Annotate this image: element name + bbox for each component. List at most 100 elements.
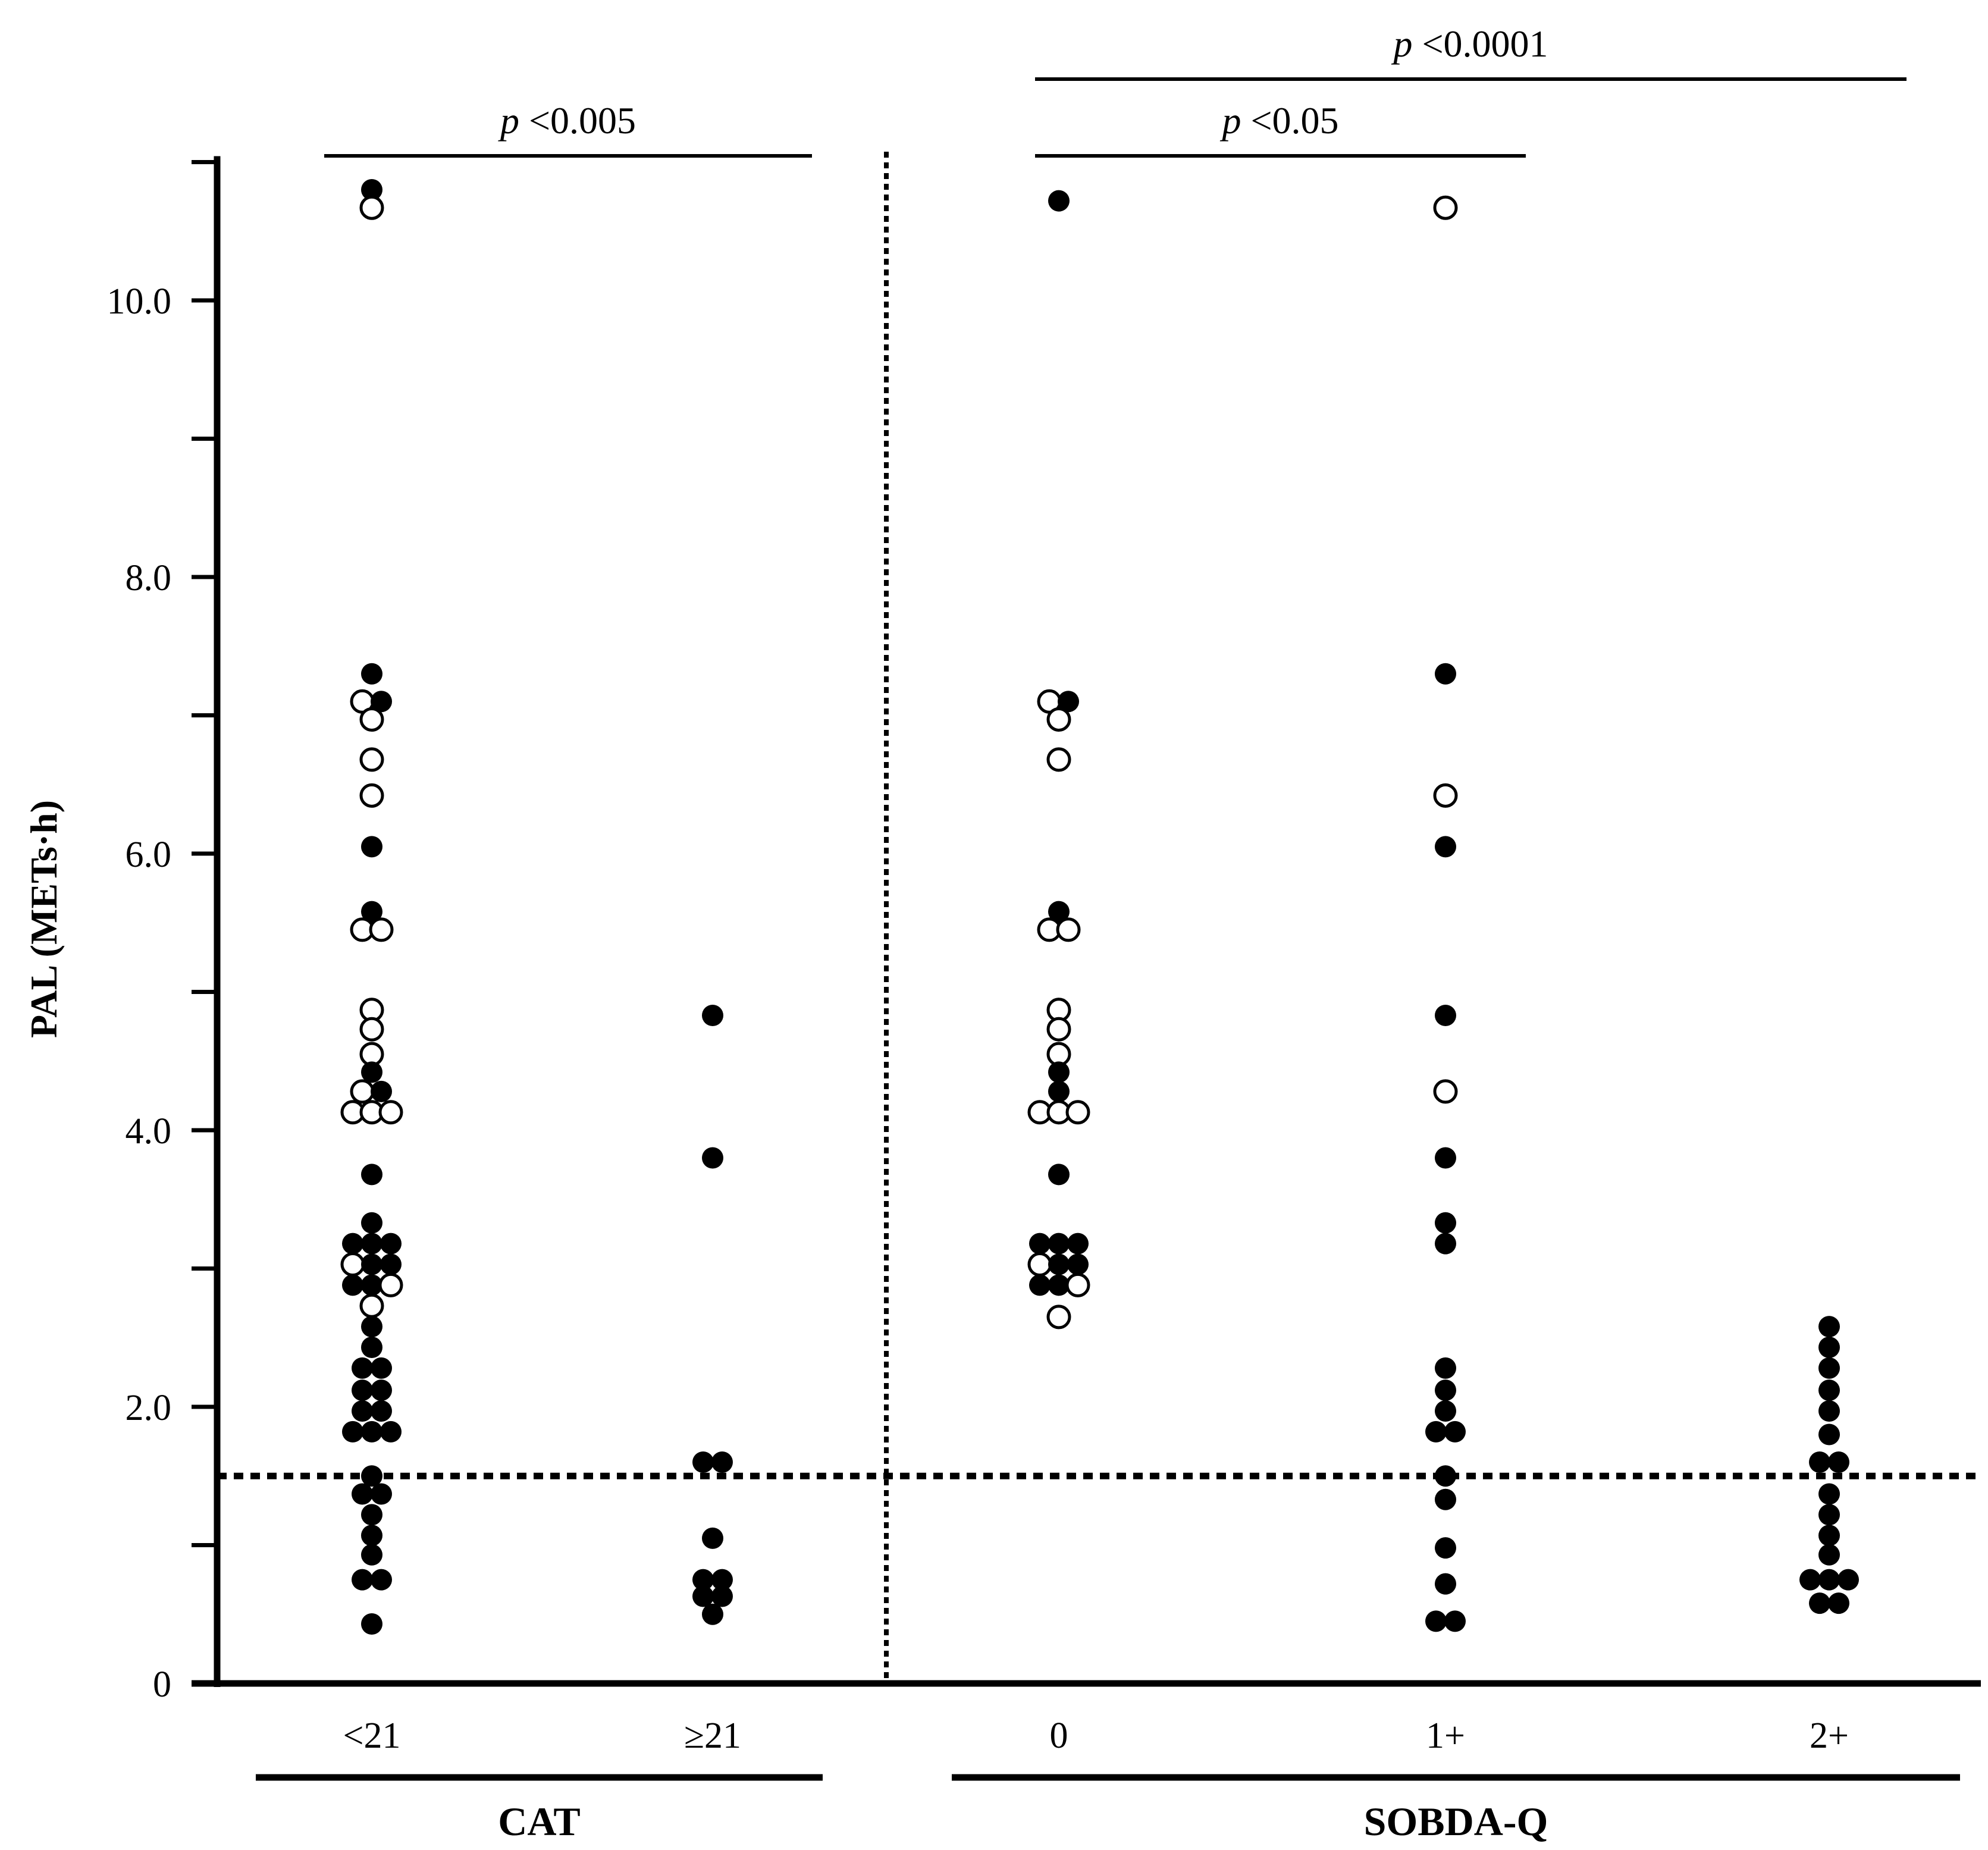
open-point-0 (1056, 917, 1081, 942)
filled-point-1plus (1435, 663, 1456, 685)
filled-point-lt21 (361, 1212, 382, 1234)
filled-point-1plus (1435, 1488, 1456, 1510)
filled-point-ge21 (702, 1005, 723, 1027)
filled-point-2plus (1818, 1569, 1840, 1591)
filled-point-ge21 (711, 1569, 733, 1591)
filled-point-2plus (1818, 1544, 1840, 1566)
filled-point-lt21 (342, 1421, 363, 1443)
x-tick-label-0: 0 (1050, 1716, 1068, 1756)
filled-point-ge21 (692, 1451, 714, 1473)
filled-point-lt21 (361, 1164, 382, 1186)
reference-lines (217, 152, 1981, 1683)
filled-point-2plus (1818, 1525, 1840, 1547)
filled-point-lt21 (352, 1379, 373, 1401)
filled-point-2plus (1809, 1451, 1830, 1473)
y-ticks: 0 2.0 4.0 6.0 8.0 10.0 (107, 160, 217, 1705)
open-point-1plus (1433, 1079, 1458, 1104)
filled-point-1plus (1425, 1610, 1447, 1632)
filled-point-0 (1067, 1253, 1089, 1275)
data-points (340, 179, 1859, 1635)
open-point-lt21 (340, 1252, 365, 1277)
y-tick-label: 2.0 (126, 1388, 172, 1428)
filled-point-lt21 (361, 663, 382, 685)
open-point-1plus (1433, 195, 1458, 220)
y-tick-label: 0 (153, 1664, 171, 1705)
filled-point-lt21 (371, 691, 392, 713)
filled-point-2plus (1818, 1504, 1840, 1526)
filled-point-lt21 (361, 836, 382, 858)
filled-point-lt21 (352, 1357, 373, 1379)
filled-point-lt21 (361, 901, 382, 923)
filled-point-0 (1058, 691, 1079, 713)
axes (192, 156, 1981, 1687)
significance-label: p <0.005 (498, 99, 636, 142)
group-labels: CAT SOBDA-Q (256, 1774, 1960, 1844)
filled-point-lt21 (361, 1544, 382, 1566)
y-tick-label: 10.0 (107, 281, 172, 322)
filled-point-lt21 (361, 1061, 382, 1083)
x-tick-label-lt21: <21 (343, 1716, 401, 1756)
x-tick-label-2plus: 2+ (1810, 1716, 1849, 1756)
filled-point-1plus (1435, 1573, 1456, 1595)
filled-point-0 (1048, 190, 1070, 212)
filled-point-lt21 (352, 1400, 373, 1422)
filled-point-2plus (1809, 1592, 1830, 1614)
filled-point-lt21 (371, 1357, 392, 1379)
open-point-lt21 (378, 1272, 403, 1297)
filled-point-lt21 (361, 1421, 382, 1443)
filled-point-lt21 (380, 1421, 402, 1443)
open-point-0 (1065, 1100, 1090, 1125)
open-point-lt21 (359, 195, 384, 220)
filled-point-lt21 (361, 1525, 382, 1547)
x-tick-label-1plus: 1+ (1426, 1716, 1465, 1756)
filled-point-2plus (1818, 1357, 1840, 1379)
filled-point-2plus (1799, 1569, 1821, 1591)
filled-point-2plus (1818, 1316, 1840, 1338)
y-axis-label: PAL (METs·h) (23, 800, 65, 1038)
filled-point-1plus (1435, 1212, 1456, 1234)
filled-point-lt21 (361, 179, 382, 200)
filled-point-lt21 (371, 1569, 392, 1591)
y-tick-label: 8.0 (126, 558, 172, 598)
filled-point-2plus (1818, 1423, 1840, 1445)
filled-point-ge21 (702, 1603, 723, 1625)
filled-point-1plus (1435, 1147, 1456, 1169)
filled-point-lt21 (371, 1080, 392, 1102)
filled-point-1plus (1435, 836, 1456, 858)
filled-point-0 (1048, 1061, 1070, 1083)
filled-point-ge21 (702, 1527, 723, 1549)
filled-point-0 (1029, 1274, 1051, 1296)
filled-point-lt21 (361, 1337, 382, 1359)
open-point-0 (1027, 1252, 1052, 1277)
y-tick-label: 4.0 (126, 1111, 172, 1152)
open-point-lt21 (359, 1293, 384, 1318)
filled-point-lt21 (342, 1274, 363, 1296)
open-point-0 (1065, 1272, 1090, 1297)
filled-point-lt21 (352, 1483, 373, 1505)
filled-point-ge21 (711, 1451, 733, 1473)
filled-point-1plus (1435, 1233, 1456, 1255)
open-point-lt21 (359, 707, 384, 732)
filled-point-lt21 (361, 1504, 382, 1526)
filled-point-2plus (1818, 1337, 1840, 1359)
significance-brackets: p <0.005 p <0.05 p <0.0001 (324, 23, 1907, 158)
filled-point-lt21 (361, 1465, 382, 1487)
filled-point-2plus (1818, 1379, 1840, 1401)
filled-point-ge21 (692, 1569, 714, 1591)
open-point-0 (1046, 1305, 1071, 1330)
x-tick-label-ge21: ≥21 (684, 1716, 741, 1756)
open-point-lt21 (369, 917, 394, 942)
significance-label: p <0.05 (1219, 99, 1338, 142)
open-point-lt21 (350, 1079, 375, 1104)
filled-point-ge21 (702, 1147, 723, 1169)
filled-point-lt21 (380, 1253, 402, 1275)
significance-label: p <0.0001 (1391, 23, 1548, 65)
filled-point-lt21 (361, 1316, 382, 1338)
filled-point-0 (1048, 1164, 1070, 1186)
filled-point-ge21 (692, 1585, 714, 1607)
filled-point-0 (1048, 1233, 1070, 1255)
filled-point-1plus (1435, 1357, 1456, 1379)
filled-point-ge21 (711, 1585, 733, 1607)
group-label-sobda-q: SOBDA-Q (1364, 1799, 1548, 1844)
